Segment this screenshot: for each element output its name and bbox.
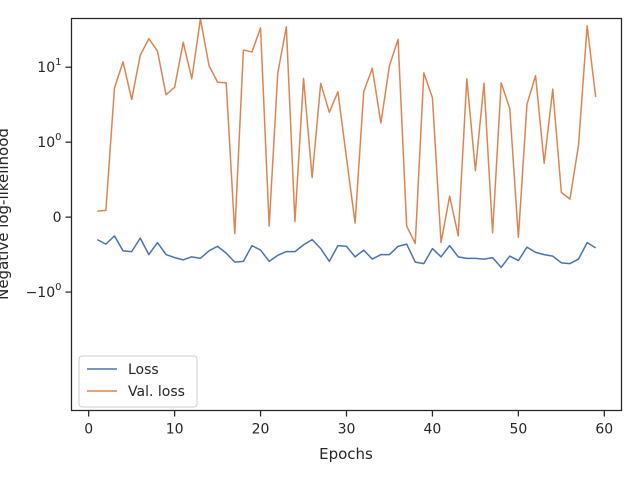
x-tick-label: 60 [595,422,613,438]
x-tick-label: 20 [252,422,270,438]
series-line-loss [96,235,597,269]
x-tick-label: 10 [166,422,184,438]
legend-label: Val. loss [128,384,185,400]
x-tick-label: 40 [424,422,442,438]
series-line-val-loss [97,18,597,245]
y-tick-label: 101 [37,57,61,76]
y-tick-label: 100 [37,132,61,151]
y-tick-label: −100 [26,282,62,301]
y-axis-label: Negative log-likelihood [0,128,12,300]
series-lines [96,18,597,269]
plot-frame [70,17,623,412]
x-tick-label: 50 [509,422,527,438]
y-tick-label: 0 [53,210,62,226]
legend: Loss Val. loss [78,355,198,408]
x-tick-label: 0 [84,422,93,438]
x-tick-label: 30 [338,422,356,438]
y-axis-ticks: 101 100 0 −100 [26,57,72,301]
x-axis-ticks: 0 10 20 30 40 50 60 [84,410,613,438]
legend-label: Loss [128,362,159,378]
x-axis-label: Epochs [319,445,373,463]
